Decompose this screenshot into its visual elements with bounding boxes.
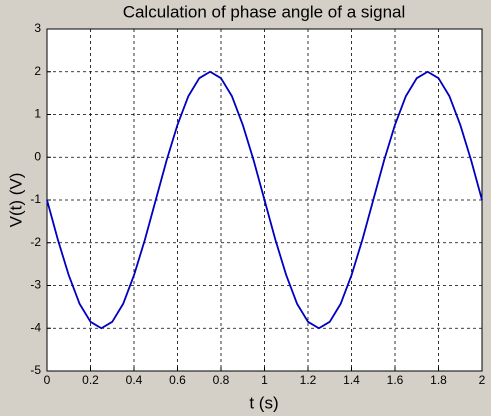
data-line — [46, 70, 483, 330]
x-tick-label: 2 — [479, 373, 486, 387]
x-tick-label: 1.8 — [430, 373, 447, 387]
y-tick-label: 1 — [34, 107, 41, 121]
x-tick-label: 0.6 — [169, 373, 186, 387]
y-tick-label: -4 — [30, 320, 41, 334]
chart-title: Calculation of phase angle of a signal — [123, 2, 406, 21]
x-tick-label: 1.2 — [300, 373, 317, 387]
y-axis-label: V(t) (V) — [6, 173, 25, 228]
y-tick-label: 3 — [34, 21, 41, 35]
x-axis-label: t (s) — [249, 393, 278, 412]
x-tick-label: 1 — [261, 373, 268, 387]
y-tick-label: 2 — [34, 64, 41, 78]
x-tick-label: 0 — [44, 373, 51, 387]
y-tick-label: -1 — [30, 192, 41, 206]
x-tick-label: 0.4 — [126, 373, 143, 387]
x-tick-label: 1.6 — [387, 373, 404, 387]
x-tick-label: 1.4 — [343, 373, 360, 387]
x-tick-label: 0.2 — [82, 373, 99, 387]
y-tick-label: -5 — [30, 363, 41, 377]
y-tick-label: 0 — [34, 149, 41, 163]
y-tick-label: -3 — [30, 278, 41, 292]
x-tick-label: 0.8 — [213, 373, 230, 387]
y-tick-label: -2 — [30, 235, 41, 249]
